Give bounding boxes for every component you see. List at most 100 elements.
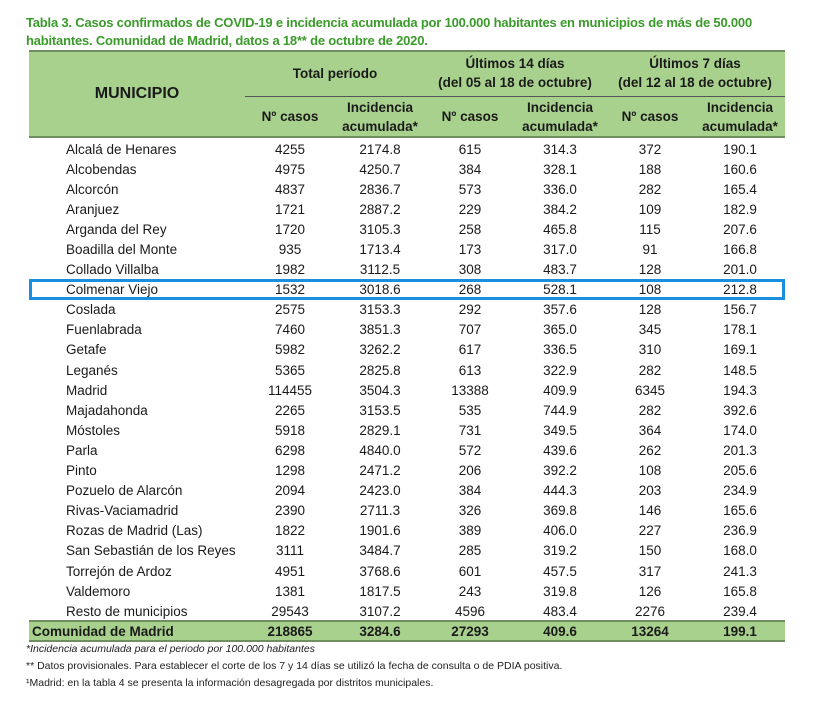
table-cell: 2265 bbox=[274, 402, 306, 418]
table-cell: 168.0 bbox=[723, 543, 757, 559]
total-cell: 27293 bbox=[451, 623, 489, 639]
table-row: Majadahonda 2265 3153.5 535 744.9 282 392.6 bbox=[29, 400, 785, 420]
table-cell: 535 bbox=[458, 402, 482, 418]
header-municipio: MUNICIPIO bbox=[94, 85, 180, 102]
table-row: San Sebastián de los Reyes 3111 3484.7 285 3… bbox=[29, 541, 785, 561]
table-cell: 4840.0 bbox=[359, 442, 401, 458]
table-cell: 203 bbox=[638, 483, 662, 499]
table-cell: 2887.2 bbox=[359, 201, 401, 217]
total-label: Comunidad de Madrid bbox=[32, 623, 174, 639]
municipio-name: Getafe bbox=[66, 342, 107, 358]
municipio-name: Valdemoro bbox=[66, 583, 131, 599]
table-cell: 3153.3 bbox=[359, 302, 401, 318]
table-cell: 2094 bbox=[274, 483, 306, 499]
municipio-name: Collado Villalba bbox=[66, 262, 159, 278]
table-cell: 165.6 bbox=[723, 503, 757, 519]
table-body: Alcalá de Henares 4255 2174.8 615 314.3 372 19… bbox=[29, 139, 785, 621]
total-row: Comunidad de Madrid 218865 3284.6 27293 … bbox=[29, 620, 785, 642]
table-cell: 282 bbox=[638, 362, 662, 378]
table-cell: 328.1 bbox=[543, 161, 577, 177]
header-14-dias: Últimos 14 días bbox=[465, 56, 565, 71]
table-cell: 4951 bbox=[274, 563, 306, 579]
table-cell: 126 bbox=[638, 583, 662, 599]
table-cell: 236.9 bbox=[723, 523, 757, 539]
table-cell: 292 bbox=[458, 302, 482, 318]
table-cell: 258 bbox=[458, 221, 482, 237]
table-cell: 285 bbox=[458, 543, 482, 559]
table-cell: 108 bbox=[638, 463, 662, 479]
table-cell: 406.0 bbox=[543, 523, 577, 539]
table-row: Pinto 1298 2471.2 206 392.2 108 205.6 bbox=[29, 461, 785, 481]
table-cell: 326 bbox=[458, 503, 482, 519]
municipio-name: Aranjuez bbox=[66, 201, 120, 217]
table-cell: 1901.6 bbox=[359, 523, 401, 539]
table-cell: 4255 bbox=[274, 141, 306, 157]
municipio-name: Rozas de Madrid (Las) bbox=[66, 523, 203, 539]
municipio-name: Fuenlabrada bbox=[66, 322, 142, 338]
table-cell: 744.9 bbox=[543, 402, 577, 418]
table-cell: 1982 bbox=[274, 262, 306, 278]
table-row: Rivas-Vaciamadrid 2390 2711.3 326 369.8 146 16… bbox=[29, 501, 785, 521]
total-cell: 199.1 bbox=[723, 623, 757, 639]
table-cell: 372 bbox=[638, 141, 662, 157]
table-cell: 239.4 bbox=[723, 603, 757, 619]
table-cell: 262 bbox=[638, 442, 662, 458]
table-row: Resto de municipios 29543 3107.2 4596 483.4 2… bbox=[29, 601, 785, 621]
table-cell: 148.5 bbox=[723, 362, 757, 378]
total-cell: 409.6 bbox=[543, 623, 577, 639]
table-row: Boadilla del Monte 935 1713.4 173 317.0 91 166… bbox=[29, 239, 785, 259]
municipio-name: Madrid bbox=[66, 382, 108, 398]
table-cell: 194.3 bbox=[723, 382, 757, 398]
table-cell: 174.0 bbox=[723, 422, 757, 438]
table-row: Valdemoro 1381 1817.5 243 319.8 126 165.8 bbox=[29, 581, 785, 601]
table-cell: 150 bbox=[638, 543, 662, 559]
table-cell: 1381 bbox=[274, 583, 306, 599]
table-cell: 613 bbox=[458, 362, 482, 378]
table-cell: 156.7 bbox=[723, 302, 757, 318]
header-7-dias-range: (del 12 al 18 de octubre) bbox=[618, 75, 772, 90]
row-highlight-box bbox=[29, 279, 785, 300]
footnote: ** Datos provisionales. Para establecer … bbox=[26, 660, 563, 672]
table-cell: 314.3 bbox=[543, 141, 577, 157]
table-cell: 3112.5 bbox=[359, 262, 401, 278]
table-cell: 4596 bbox=[454, 603, 486, 619]
table-cell: 1298 bbox=[274, 463, 306, 479]
total-cell: 3284.6 bbox=[359, 623, 401, 639]
municipio-name: Rivas-Vaciamadrid bbox=[66, 503, 179, 519]
table-title: Tabla 3. Casos confirmados de COVID-19 e… bbox=[26, 15, 752, 48]
table-row: Alcobendas 4975 4250.7 384 328.1 188 160.6 bbox=[29, 159, 785, 179]
municipio-name: San Sebastián de los Reyes bbox=[66, 543, 236, 559]
table-cell: 5365 bbox=[274, 362, 306, 378]
municipio-name: Leganés bbox=[66, 362, 118, 378]
table-cell: 731 bbox=[458, 422, 482, 438]
table-cell: 573 bbox=[458, 181, 482, 197]
table-cell: 206 bbox=[458, 463, 482, 479]
table-row: Aranjuez 1721 2887.2 229 384.2 109 182.9 bbox=[29, 199, 785, 219]
table-cell: 4837 bbox=[274, 181, 306, 197]
table-cell: 227 bbox=[638, 523, 662, 539]
table-cell: 29543 bbox=[271, 603, 309, 619]
table-row: Collado Villalba 1982 3112.5 308 483.7 128 201… bbox=[29, 260, 785, 280]
table-cell: 241.3 bbox=[723, 563, 757, 579]
table-cell: 1721 bbox=[274, 201, 306, 217]
table-row: Colmenar Viejo 1532 3018.6 268 528.1 108 212.8 bbox=[29, 280, 785, 300]
municipio-name: Resto de municipios bbox=[66, 603, 188, 619]
table-cell: 707 bbox=[458, 322, 482, 338]
header-divider bbox=[245, 96, 785, 97]
table-cell: 108 bbox=[638, 282, 662, 298]
table-cell: 173 bbox=[458, 242, 482, 258]
table-row: Alcorcón 4837 2836.7 573 336.0 282 165.4 bbox=[29, 179, 785, 199]
table-cell: 483.4 bbox=[543, 603, 577, 619]
table-cell: 2174.8 bbox=[359, 141, 401, 157]
table-cell: 2825.8 bbox=[359, 362, 401, 378]
table-cell: 617 bbox=[458, 342, 482, 358]
table-cell: 2390 bbox=[274, 503, 306, 519]
table-cell: 169.1 bbox=[723, 342, 757, 358]
table-cell: 319.2 bbox=[543, 543, 577, 559]
municipio-name: Móstoles bbox=[66, 422, 121, 438]
table-cell: 128 bbox=[638, 262, 662, 278]
table-cell: 6298 bbox=[274, 442, 306, 458]
table-cell: 457.5 bbox=[543, 563, 577, 579]
table-cell: 229 bbox=[458, 201, 482, 217]
table-row: Torrejón de Ardoz 4951 3768.6 601 457.5 317 24… bbox=[29, 561, 785, 581]
